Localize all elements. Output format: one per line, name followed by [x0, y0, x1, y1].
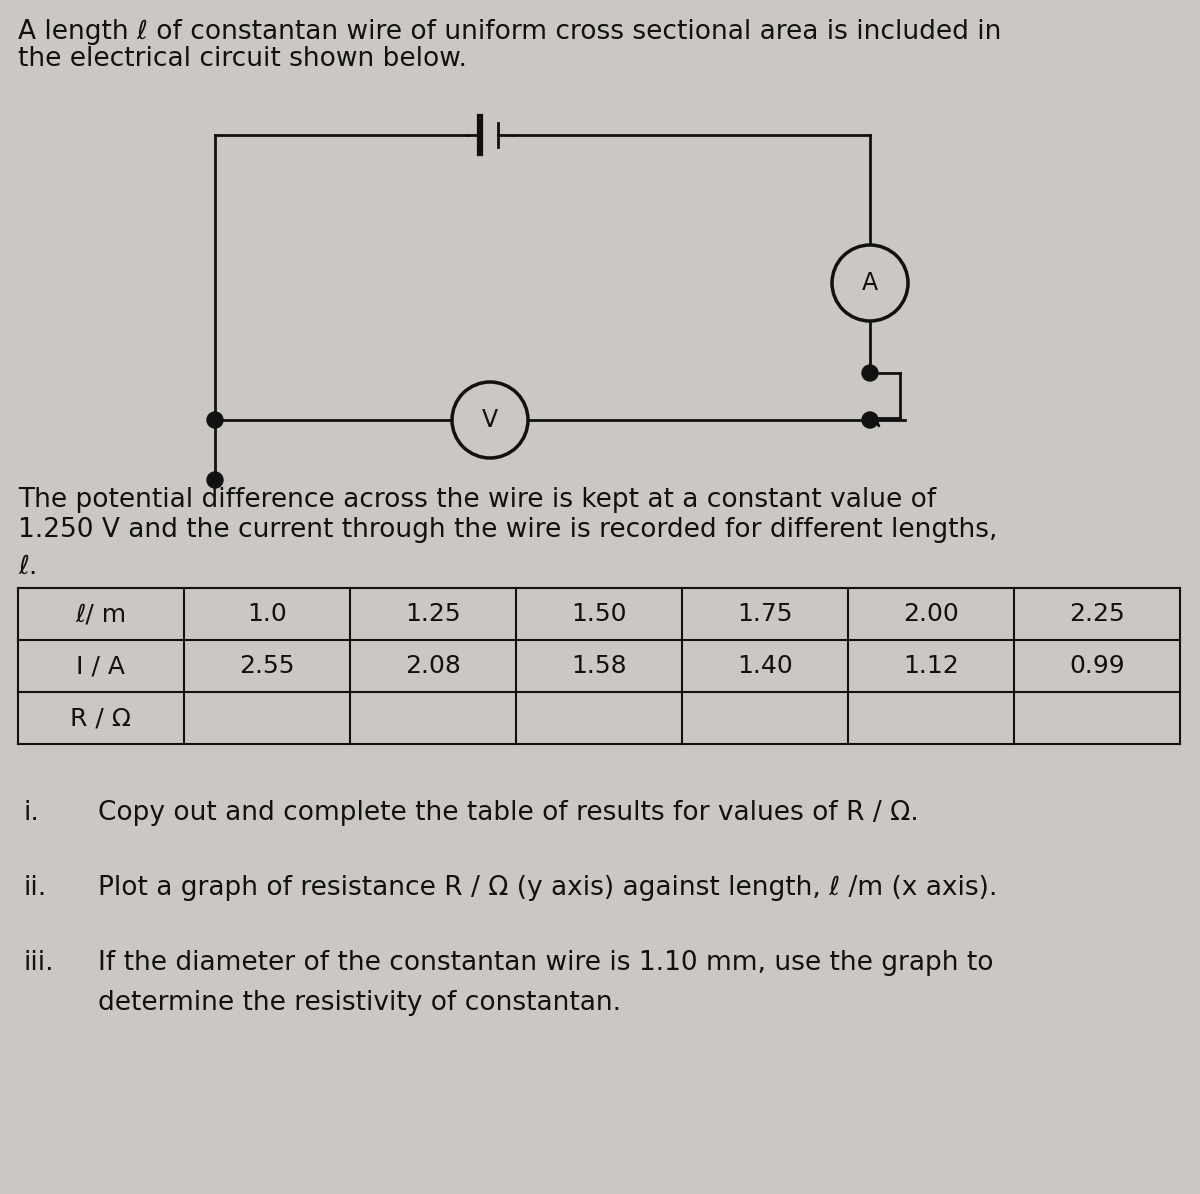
Text: Copy out and complete the table of results for values of R / Ω.: Copy out and complete the table of resul… — [98, 800, 919, 826]
Circle shape — [208, 472, 223, 488]
Text: R / Ω: R / Ω — [71, 706, 132, 730]
Text: 1.250 V and the current through the wire is recorded for different lengths,: 1.250 V and the current through the wire… — [18, 517, 997, 543]
Circle shape — [208, 412, 223, 427]
Text: i.: i. — [23, 800, 38, 826]
Text: 2.00: 2.00 — [904, 602, 959, 626]
Circle shape — [452, 382, 528, 458]
Text: Plot a graph of resistance R / Ω (y axis) against length, ℓ /m (x axis).: Plot a graph of resistance R / Ω (y axis… — [98, 875, 997, 901]
Text: ℓ.: ℓ. — [18, 554, 37, 580]
Text: A length ℓ of constantan wire of uniform cross sectional area is included in: A length ℓ of constantan wire of uniform… — [18, 19, 1001, 45]
Circle shape — [862, 412, 878, 427]
Text: The potential difference across the wire is kept at a constant value of: The potential difference across the wire… — [18, 487, 936, 513]
Text: ℓ/ m: ℓ/ m — [76, 602, 126, 626]
Text: ii.: ii. — [23, 875, 47, 901]
Text: 1.75: 1.75 — [737, 602, 793, 626]
Circle shape — [832, 245, 908, 321]
Text: 1.25: 1.25 — [406, 602, 461, 626]
Text: I / A: I / A — [77, 654, 126, 678]
Text: the electrical circuit shown below.: the electrical circuit shown below. — [18, 47, 467, 72]
Text: 1.12: 1.12 — [904, 654, 959, 678]
Text: 1.50: 1.50 — [571, 602, 626, 626]
Text: 0.99: 0.99 — [1069, 654, 1124, 678]
Text: 2.55: 2.55 — [239, 654, 295, 678]
Text: 2.25: 2.25 — [1069, 602, 1124, 626]
Text: 2.08: 2.08 — [406, 654, 461, 678]
Text: If the diameter of the constantan wire is 1.10 mm, use the graph to: If the diameter of the constantan wire i… — [98, 950, 994, 975]
Text: iii.: iii. — [23, 950, 54, 975]
Text: 1.0: 1.0 — [247, 602, 287, 626]
Text: 1.40: 1.40 — [737, 654, 793, 678]
Text: V: V — [482, 408, 498, 432]
Text: 1.58: 1.58 — [571, 654, 626, 678]
Circle shape — [862, 365, 878, 381]
Text: A: A — [862, 271, 878, 295]
Text: determine the resistivity of constantan.: determine the resistivity of constantan. — [98, 990, 622, 1016]
